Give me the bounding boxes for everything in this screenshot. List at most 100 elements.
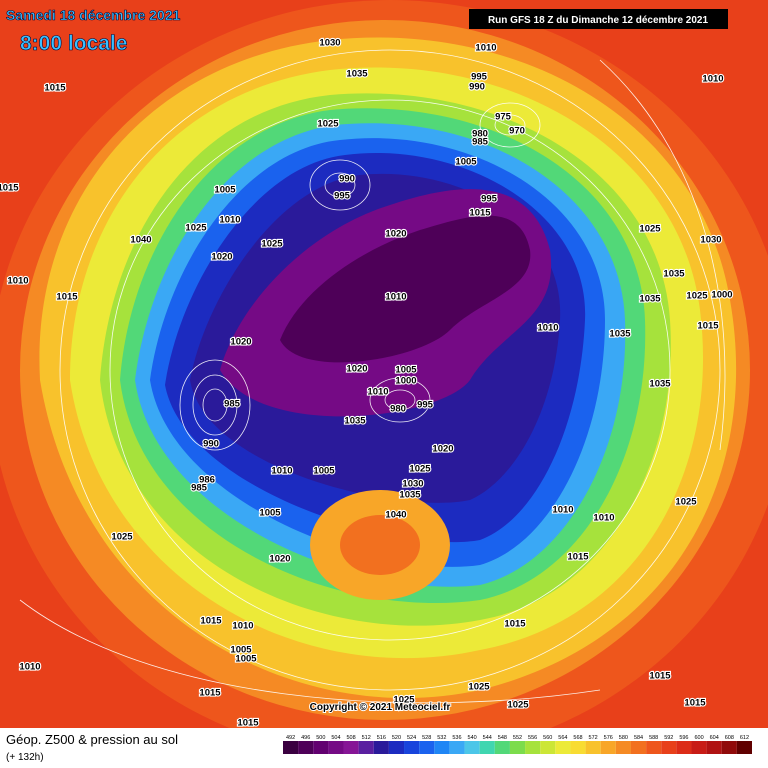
scale-cell [358, 741, 374, 754]
scale-label: 608 [725, 735, 734, 741]
isobar-label: 1010 [385, 292, 406, 303]
scale-cell [509, 741, 526, 754]
time-title: 8:00 locale [20, 32, 127, 55]
scale-cell [555, 741, 571, 754]
isobar-label: 1040 [385, 510, 406, 521]
isobar-label: 1005 [235, 654, 257, 665]
isobar-label: 1020 [211, 252, 232, 263]
isobar-label: 1015 [237, 718, 259, 729]
isobar-label: 1020 [385, 229, 406, 240]
scale-cell [298, 741, 314, 754]
isobar-label: 1015 [684, 698, 706, 709]
scale-cell [313, 741, 329, 754]
scale-cell [404, 741, 420, 754]
scale-cell [388, 741, 405, 754]
isobar-label: 1010 [552, 505, 573, 516]
isobar-label: 985 [191, 483, 208, 494]
isobar-label: 1005 [395, 365, 417, 376]
scale-cell [676, 741, 692, 754]
scale-cell [373, 741, 389, 754]
isobar-label: 1005 [313, 466, 335, 477]
scale-label: 528 [422, 735, 431, 741]
scale-cell [691, 741, 707, 754]
copyright: Copyright © 2021 Meteociel.fr [310, 702, 451, 713]
scale-label: 508 [346, 735, 355, 741]
isobar-label: 980 [390, 404, 406, 415]
isobar-label: 995 [471, 72, 488, 83]
scale-cell [585, 741, 601, 754]
isobar-label: 970 [509, 126, 525, 137]
isobar-label: 990 [203, 439, 219, 450]
scale-cell [494, 741, 510, 754]
isobar-label: 1015 [0, 183, 19, 194]
isobar-label: 1005 [230, 645, 252, 656]
scale-label: 576 [604, 735, 613, 741]
isobar-label: 985 [472, 137, 489, 148]
isobar-label: 1010 [219, 215, 240, 226]
isobar-label: 1015 [199, 688, 221, 699]
scale-label: 504 [331, 735, 340, 741]
isobar-label: 1035 [346, 69, 368, 80]
scale-label: 592 [664, 735, 673, 741]
isobar-label: 1025 [468, 682, 490, 693]
isobar-label: 1010 [593, 513, 614, 524]
isobar-label: 1015 [697, 321, 719, 332]
scale-label: 540 [468, 735, 477, 741]
scale-label: 492 [286, 735, 295, 741]
scale-label: 572 [589, 735, 598, 741]
scale-label: 568 [573, 735, 582, 741]
scale-label: 532 [437, 735, 446, 741]
isobar-label: 986 [199, 475, 215, 486]
isobar-label: 1010 [537, 323, 558, 334]
isobar-label: 1025 [639, 224, 661, 235]
scale-label: 552 [513, 735, 522, 741]
isobar-label: 1035 [639, 294, 661, 305]
scale-label: 548 [498, 735, 507, 741]
isobar-label: 995 [481, 194, 498, 205]
isobar-label: 1010 [475, 43, 496, 54]
isobar-label: 1005 [214, 185, 236, 196]
isobar-label: 1010 [367, 387, 388, 398]
isobar-label: 1035 [344, 416, 366, 427]
scale-label: 604 [710, 735, 719, 741]
isobar-label: 1035 [663, 269, 685, 280]
scale-cell [479, 741, 495, 754]
scale-label: 596 [679, 735, 688, 741]
scale-cell [706, 741, 722, 754]
isobar-label: 1025 [261, 239, 283, 250]
isobar-label: 990 [339, 174, 355, 185]
isobar-label: 1030 [402, 479, 423, 490]
scale-label: 536 [452, 735, 461, 741]
scale-label: 496 [301, 735, 310, 741]
scale-cell [600, 741, 616, 754]
isobar-label: 1015 [56, 292, 78, 303]
date-title: Samedi 18 décembre 2021 [6, 7, 181, 23]
scale-label: 544 [483, 735, 492, 741]
isobar-label: 985 [224, 399, 241, 410]
isobar-label: 1005 [259, 508, 281, 519]
isobar-label: 1025 [507, 700, 529, 711]
scale-cell [419, 741, 435, 754]
scale-cell [615, 741, 631, 754]
scale-label: 500 [316, 735, 325, 741]
isobar-label: 1010 [7, 276, 28, 287]
isobar-label: 1005 [455, 157, 477, 168]
scale-cell [661, 741, 677, 754]
scale-cell [343, 741, 359, 754]
isobar-label: 1030 [700, 235, 721, 246]
isobar-label: 990 [469, 82, 485, 93]
isobar-label: 1010 [702, 74, 723, 85]
isobar-label: 1020 [432, 444, 453, 455]
isobar-label: 1000 [395, 376, 416, 387]
scale-cell [283, 741, 299, 754]
scale-label: 556 [528, 735, 537, 741]
isobar-label: 1010 [232, 621, 253, 632]
isobar-label: 1025 [185, 223, 207, 234]
run-text: Run GFS 18 Z du Dimanche 12 décembre 202… [488, 15, 709, 26]
isobar-label: 1010 [19, 662, 40, 673]
isobar-label: 1025 [393, 695, 415, 706]
scale-label: 584 [634, 735, 643, 741]
isobar-label: 1025 [675, 497, 697, 508]
scale-label: 588 [649, 735, 658, 741]
